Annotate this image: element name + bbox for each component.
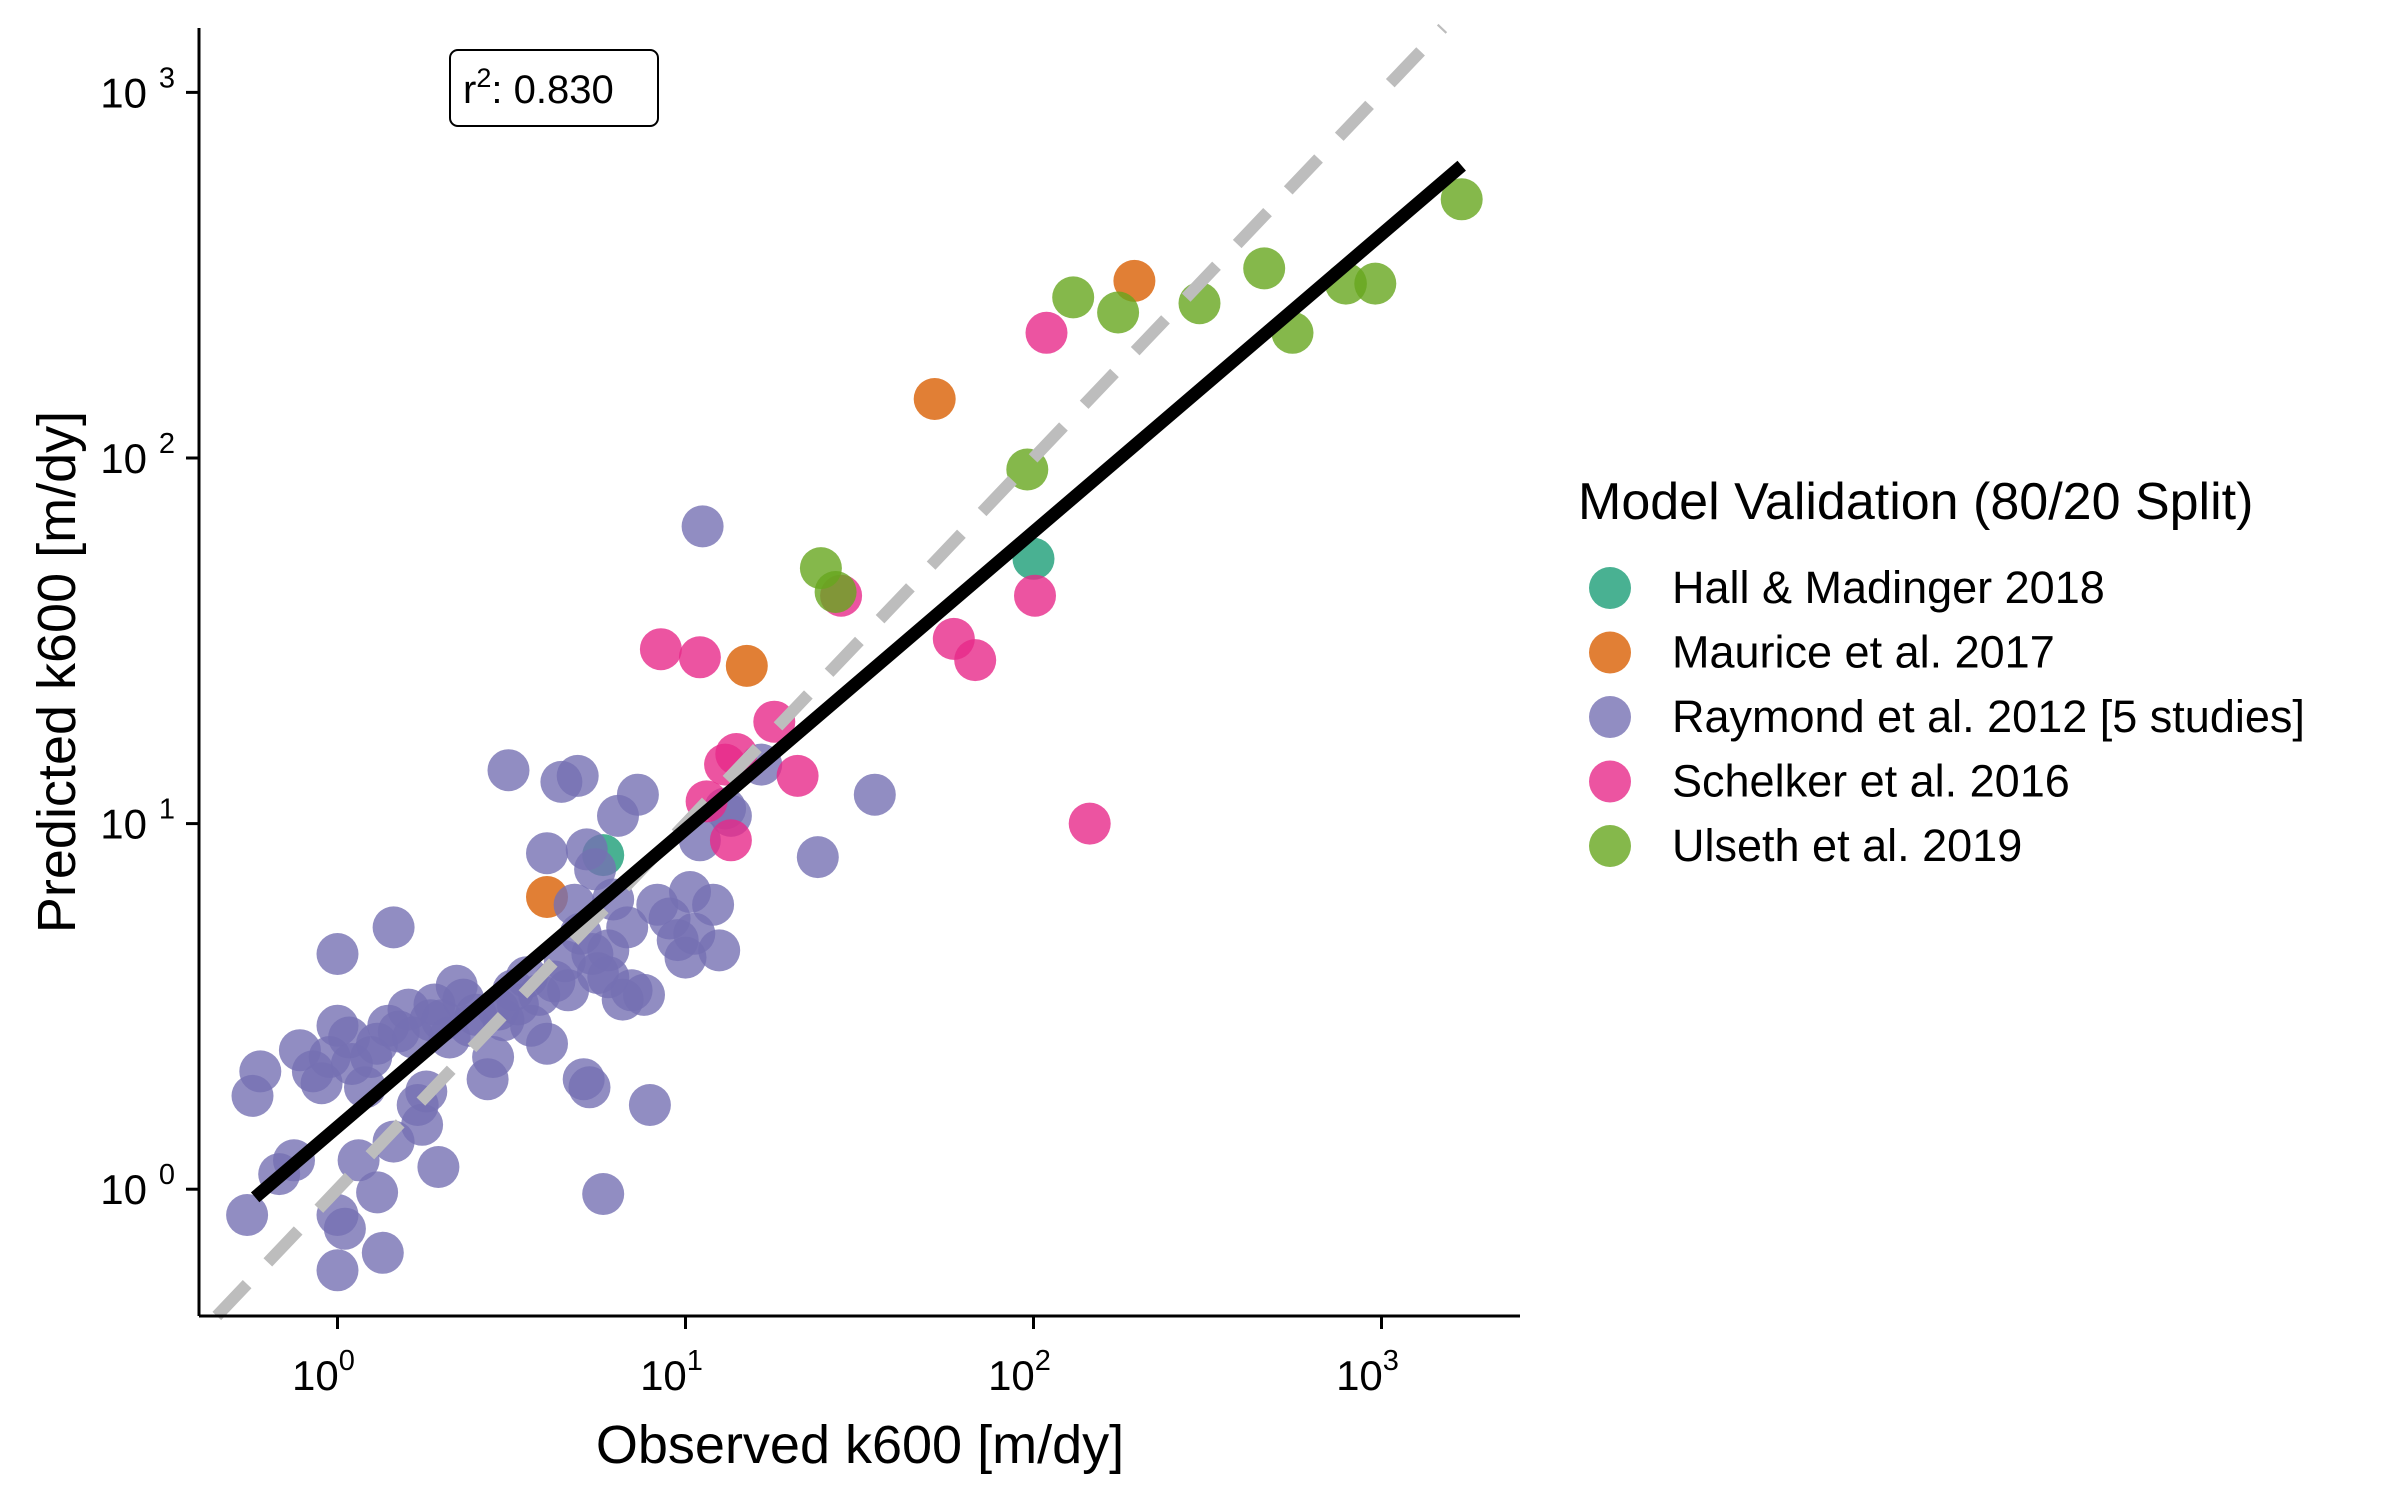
data-point: [698, 929, 741, 972]
data-point: [606, 906, 649, 949]
data-point: [709, 819, 752, 862]
data-point: [239, 1050, 282, 1093]
data-point: [356, 1171, 399, 1214]
data-point: [574, 848, 617, 891]
legend-swatch: [1589, 825, 1631, 867]
data-point: [628, 1084, 671, 1126]
legend-item: Hall & Madinger 2018: [1589, 562, 2105, 613]
data-point: [316, 933, 359, 975]
legend-item: Raymond et al. 2012 [5 studies]: [1589, 691, 2305, 742]
data-point: [556, 754, 599, 797]
data-point: [1243, 247, 1286, 290]
data-point: [526, 832, 568, 875]
data-point: [692, 883, 735, 926]
data-point: [472, 1036, 515, 1078]
data-point: [725, 644, 768, 687]
data-point: [401, 1103, 444, 1146]
data-point: [954, 639, 997, 682]
data-point: [796, 836, 839, 879]
data-point: [623, 973, 665, 1016]
data-point: [526, 1022, 568, 1065]
legend: Model Validation (80/20 Split) Hall & Ma…: [1578, 473, 2305, 871]
data-point: [323, 1207, 366, 1250]
y-tick-label: 10 2: [100, 428, 175, 482]
data-point: [1014, 574, 1056, 617]
data-point: [417, 1146, 460, 1188]
x-tick-label: 100: [292, 1345, 355, 1399]
data-point: [853, 773, 896, 816]
data-point: [361, 1231, 404, 1274]
axes-layer: [197, 28, 1520, 1318]
y-axis-label: Predicted k600 [m/dy]: [27, 411, 87, 933]
fit-line: [250, 160, 1466, 1203]
y-tick-label: 10 0: [100, 1159, 175, 1213]
data-point: [678, 636, 721, 679]
legend-item: Maurice et al. 2017: [1589, 627, 2055, 678]
data-point: [814, 571, 857, 613]
y-tick-label: 10 1: [100, 794, 175, 848]
r-squared-text: r2: 0.830: [463, 63, 614, 112]
legend-label: Maurice et al. 2017: [1672, 627, 2055, 678]
data-point: [616, 773, 659, 816]
x-tick-label: 101: [640, 1345, 703, 1399]
x-tick-label: 103: [1336, 1345, 1399, 1399]
data-point: [226, 1194, 269, 1236]
legend-label: Hall & Madinger 2018: [1672, 562, 2105, 613]
data-point: [776, 754, 819, 797]
legend-swatch: [1589, 631, 1631, 674]
legend-item: Ulseth et al. 2019: [1589, 820, 2022, 871]
legend-title: Model Validation (80/20 Split): [1578, 473, 2253, 531]
data-point: [582, 1173, 625, 1215]
data-point: [1113, 259, 1156, 302]
r-squared-annotation: r2: 0.830: [449, 49, 659, 127]
data-point: [1068, 802, 1111, 845]
legend-item: Schelker et al. 2016: [1589, 756, 2070, 807]
data-point: [487, 749, 530, 792]
data-point: [1025, 311, 1068, 354]
legend-swatch: [1589, 567, 1631, 609]
one-to-one-line: [212, 23, 1448, 1321]
y-tick-label: 10 3: [100, 62, 175, 116]
x-tick-label: 102: [988, 1345, 1051, 1399]
data-point: [681, 505, 724, 548]
data-point: [913, 378, 956, 420]
data-point: [316, 1249, 359, 1292]
data-point: [1052, 276, 1095, 319]
lines-layer: [212, 23, 1466, 1321]
r-squared-box: [449, 49, 659, 127]
data-points-layer: [226, 178, 1483, 1292]
data-point: [639, 628, 682, 671]
legend-swatch: [1589, 760, 1631, 803]
x-axis-label: Observed k600 [m/dy]: [596, 1415, 1124, 1475]
data-point: [1097, 291, 1140, 334]
data-point: [372, 906, 415, 949]
legend-swatch: [1589, 696, 1631, 738]
data-point: [1354, 262, 1397, 305]
data-point: [568, 1066, 611, 1109]
legend-label: Ulseth et al. 2019: [1672, 820, 2022, 871]
legend-label: Raymond et al. 2012 [5 studies]: [1672, 691, 2305, 742]
legend-label: Schelker et al. 2016: [1672, 756, 2070, 807]
data-point: [1440, 178, 1483, 221]
